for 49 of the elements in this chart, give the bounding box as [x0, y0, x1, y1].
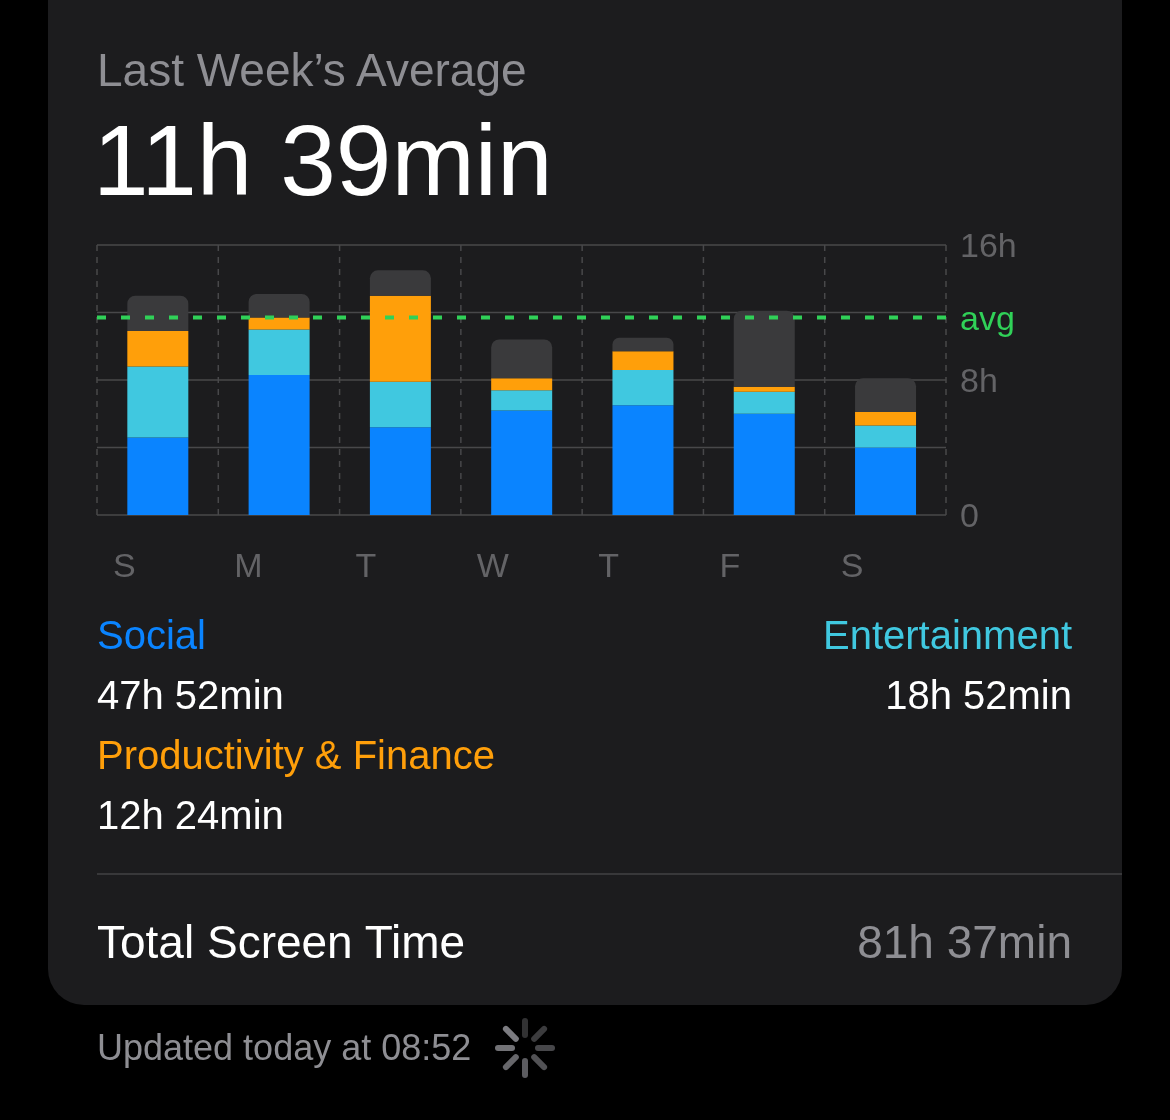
y-tick-label: 8h — [960, 361, 998, 400]
bar — [369, 381, 431, 428]
text: 12h 24min — [97, 792, 285, 839]
bar — [612, 337, 674, 352]
x-tick-label: S — [113, 546, 136, 584]
bar — [855, 378, 917, 413]
bar — [855, 412, 917, 426]
bar — [127, 295, 189, 332]
bar — [127, 366, 189, 438]
bar — [733, 413, 795, 515]
bar — [248, 374, 310, 515]
chart-title: Last Week’s Average — [97, 43, 527, 98]
bar — [369, 270, 431, 296]
bar — [733, 310, 795, 387]
text: Social — [97, 612, 207, 659]
bar — [612, 351, 674, 370]
x-tick-label: W — [476, 546, 509, 584]
bar — [127, 331, 189, 367]
bar — [491, 410, 553, 515]
text: 18h 52min — [884, 672, 1072, 719]
bar — [855, 447, 917, 515]
x-tick-label: F — [719, 546, 741, 584]
y-tick-label: 0 — [960, 496, 979, 535]
text: Updated today at 08:52 — [97, 1026, 472, 1070]
bar — [127, 437, 189, 515]
bar — [612, 405, 674, 515]
ref-line-label: avg — [960, 298, 1015, 337]
text: 47h 52min — [97, 672, 285, 719]
bar — [369, 427, 431, 515]
bar — [248, 329, 310, 375]
chart-subtitle: 11h 39min — [93, 103, 553, 218]
x-tick-label: S — [840, 546, 864, 584]
x-tick-label: T — [598, 546, 619, 584]
bar — [612, 369, 674, 406]
bar — [248, 293, 310, 318]
text: Entertainment — [821, 612, 1072, 659]
x-tick-label: T — [355, 546, 377, 584]
bar — [733, 391, 795, 414]
text: 81h 37min — [857, 915, 1072, 970]
bar — [491, 339, 553, 379]
text: Total Screen Time — [97, 915, 466, 970]
bar — [491, 378, 553, 391]
x-tick-label: M — [234, 546, 263, 584]
bar — [491, 390, 553, 411]
bar — [369, 295, 431, 382]
bar — [855, 425, 917, 448]
bar — [733, 386, 795, 392]
text: Productivity & Finance — [97, 732, 496, 779]
y-tick-label: 16h — [960, 226, 1017, 265]
